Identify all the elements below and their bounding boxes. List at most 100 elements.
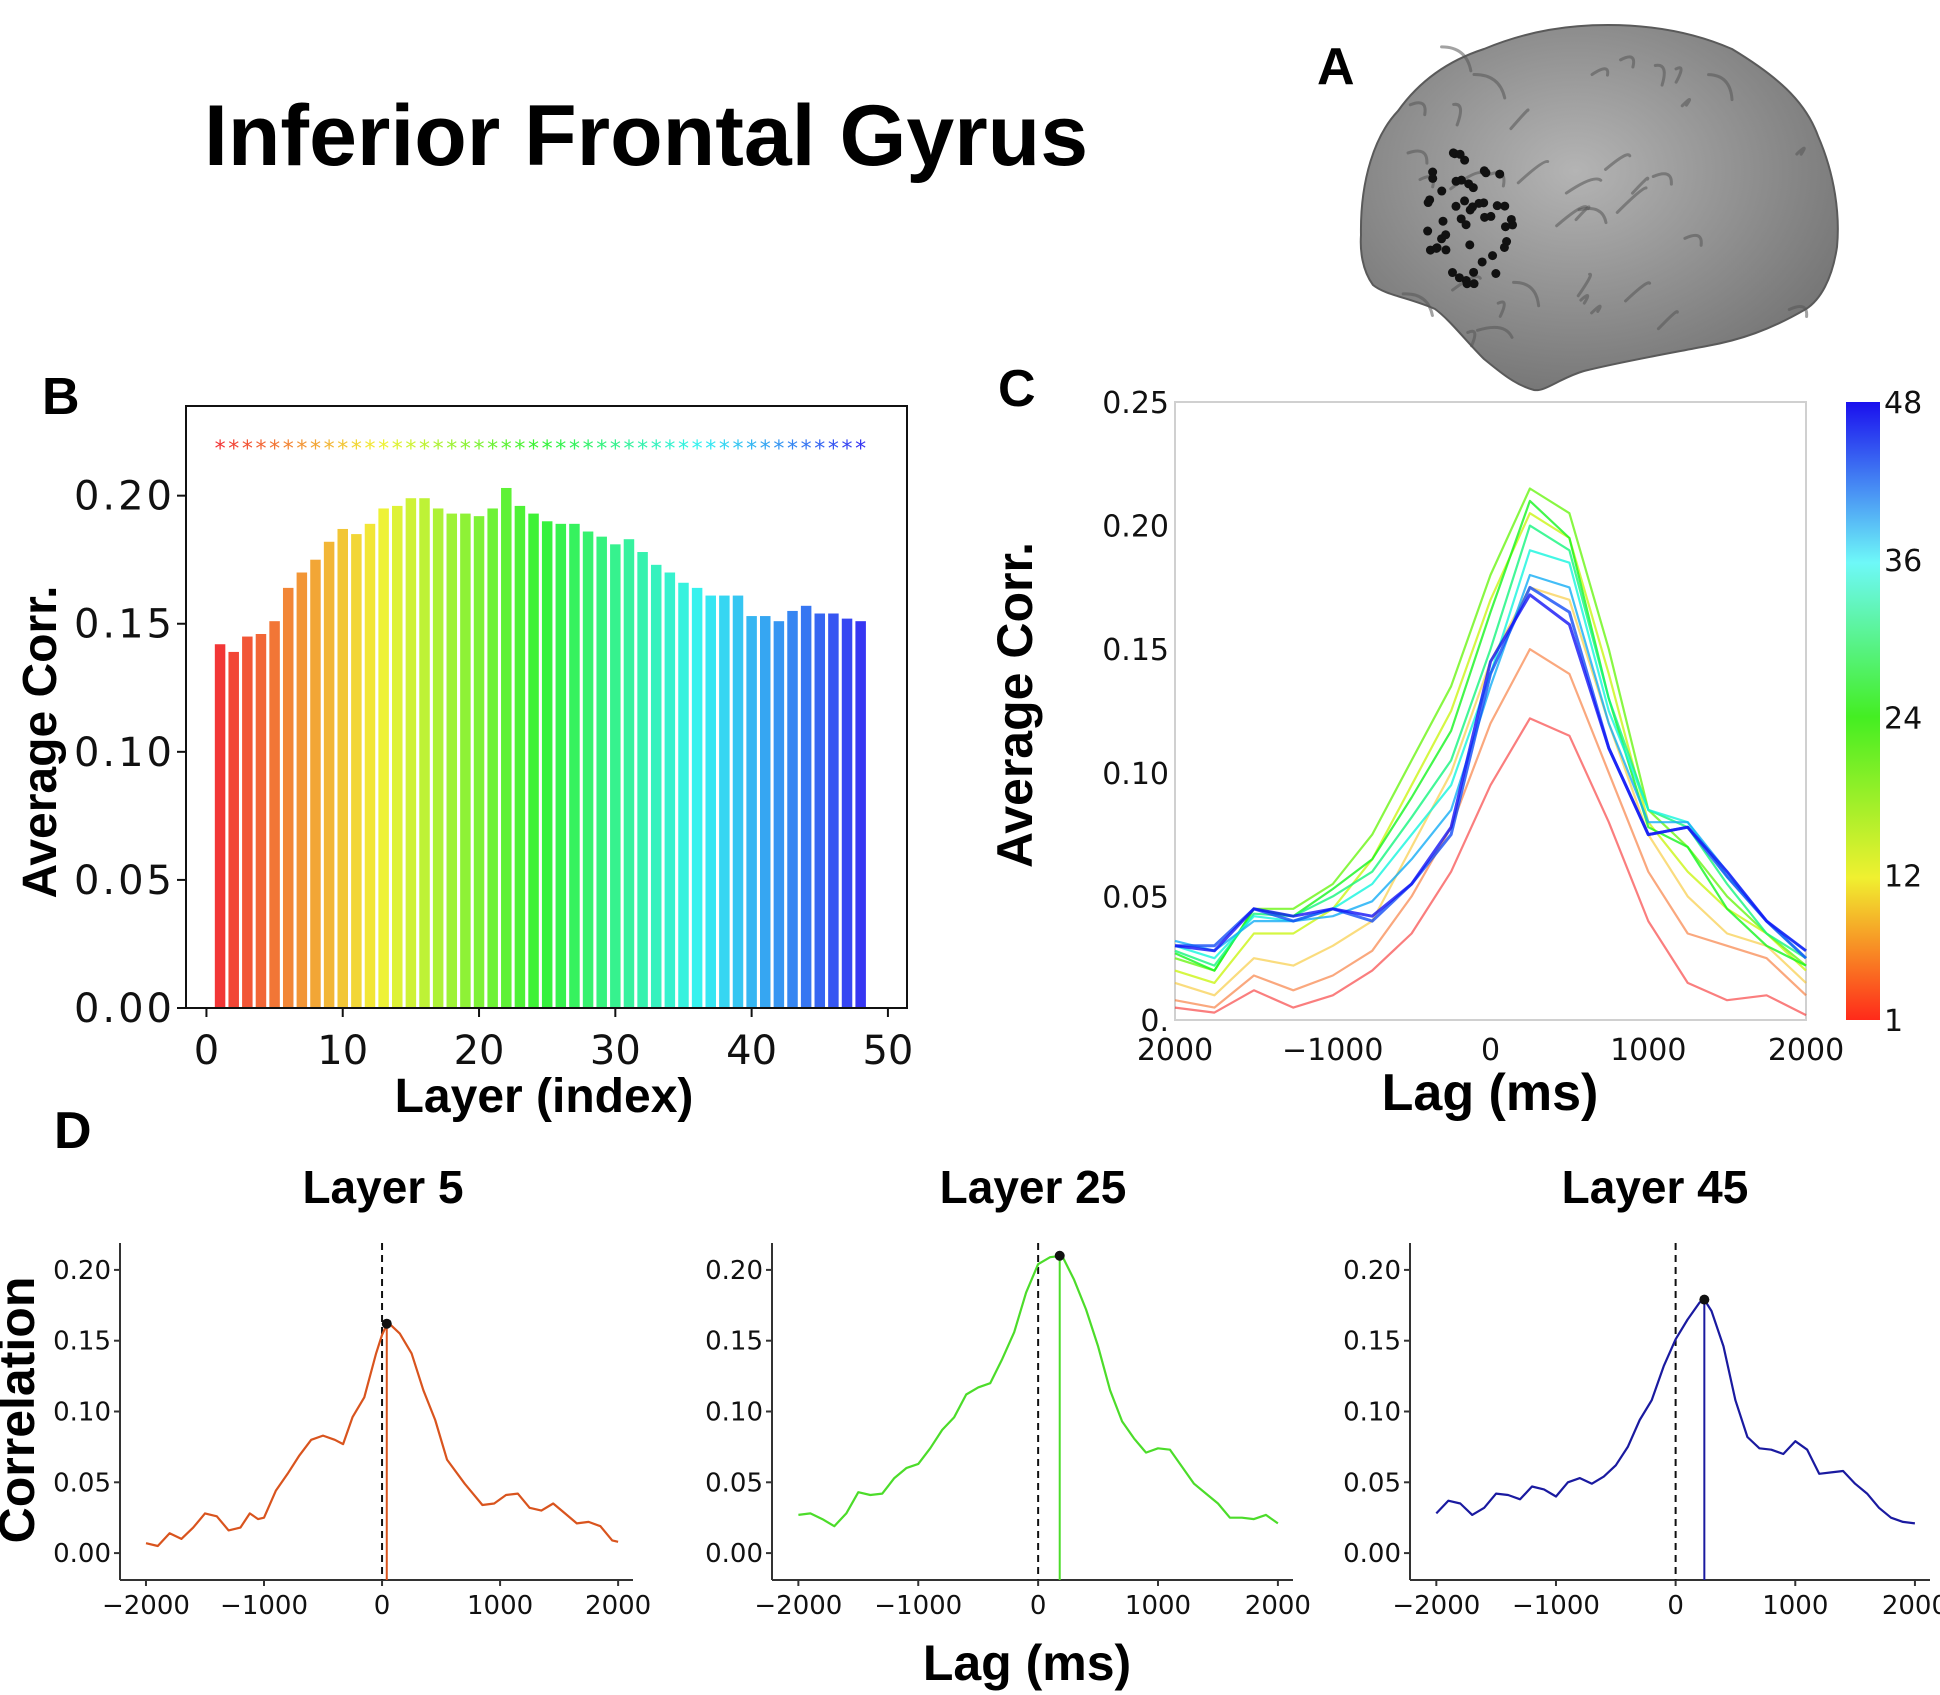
significance-star: * bbox=[732, 437, 743, 462]
brain-sulcus bbox=[1452, 102, 1463, 127]
significance-star: * bbox=[419, 437, 430, 462]
panel-d-xlabel: Lag (ms) bbox=[923, 1635, 1131, 1691]
electrode-dot bbox=[1432, 243, 1442, 253]
electrode-dot bbox=[1488, 251, 1498, 261]
y-tick-label: 0.05 bbox=[53, 1468, 111, 1498]
brain-sulcus bbox=[1787, 305, 1809, 319]
electrode-dot bbox=[1492, 201, 1502, 211]
significance-star: * bbox=[460, 437, 471, 462]
electrode-dot bbox=[1438, 216, 1448, 226]
brain-sulcus bbox=[1651, 172, 1673, 186]
x-tick-label: 50 bbox=[862, 1028, 913, 1074]
y-tick-label: 0. bbox=[1140, 1004, 1169, 1039]
bar-layer-46 bbox=[828, 613, 839, 1008]
brain-sulcus bbox=[1577, 207, 1608, 225]
brain-sulcus bbox=[1496, 300, 1506, 318]
x-tick-label: 2000 bbox=[1882, 1591, 1940, 1621]
panel-c-line-chart: 0. 0.05 0.10 0.15 0.20 0.25 2000 −1000 0 1000 2000… bbox=[987, 386, 1922, 1122]
panel-label-b: B bbox=[42, 368, 80, 426]
subplot-title: Layer 25 bbox=[940, 1161, 1127, 1213]
significance-star: * bbox=[324, 437, 335, 462]
series-line-layer-40 bbox=[1174, 573, 1807, 952]
panel-b-bar-chart: * * * * * * * * * * * * * * * * * * * * * * * * * * * * * * * * * * * * * * * *… bbox=[14, 405, 913, 1123]
bar-layer-29 bbox=[596, 536, 607, 1008]
x-tick-label: 0 bbox=[194, 1028, 219, 1074]
significance-star: * bbox=[637, 437, 648, 462]
x-tick-label: 10 bbox=[317, 1028, 368, 1074]
significance-star: * bbox=[855, 437, 866, 462]
y-tick-label: 0.00 bbox=[1343, 1539, 1401, 1569]
electrode-dot bbox=[1481, 168, 1491, 178]
correlation-line bbox=[1435, 1298, 1916, 1525]
series-line-layer-48 bbox=[1174, 593, 1807, 953]
significance-star: * bbox=[364, 437, 375, 462]
bar-layer-48 bbox=[855, 621, 866, 1008]
electrode-dot bbox=[1462, 279, 1472, 289]
brain-sulcus bbox=[1564, 177, 1603, 195]
significance-star: * bbox=[433, 437, 444, 462]
bar-layer-26 bbox=[555, 523, 567, 1008]
electrode-dot bbox=[1499, 242, 1509, 252]
y-tick-label: 0.00 bbox=[705, 1539, 763, 1569]
significance-star: * bbox=[801, 437, 812, 462]
y-tick-label: 0.20 bbox=[53, 1256, 111, 1286]
significance-star: * bbox=[337, 437, 348, 462]
bar-layer-47 bbox=[841, 618, 853, 1008]
significance-star: * bbox=[610, 437, 621, 462]
electrode-dot bbox=[1469, 267, 1479, 277]
electrode-dot bbox=[1423, 226, 1433, 236]
bar-layer-14 bbox=[392, 505, 403, 1008]
bar-layer-8 bbox=[310, 559, 321, 1008]
x-tick-label: 2000 bbox=[1245, 1591, 1311, 1621]
bar-layer-37 bbox=[705, 595, 716, 1008]
bar-layer-41 bbox=[760, 616, 771, 1008]
significance-star: * bbox=[405, 437, 416, 462]
x-tick-label: −1000 bbox=[874, 1591, 962, 1621]
y-tick-label: 0.10 bbox=[705, 1398, 763, 1428]
x-tick-label: 2000 bbox=[585, 1591, 651, 1621]
y-tick-label: 0.10 bbox=[1102, 757, 1169, 792]
brain-sulcus bbox=[1624, 281, 1652, 303]
electrode-dot bbox=[1465, 205, 1475, 215]
x-tick-label: 20 bbox=[454, 1028, 505, 1074]
y-axis-label: Average Corr. bbox=[987, 542, 1043, 868]
significance-star: * bbox=[569, 437, 580, 462]
panel-label-a: A bbox=[1317, 38, 1355, 96]
bar-layer-18 bbox=[446, 513, 458, 1008]
bar-layer-25 bbox=[541, 521, 553, 1008]
x-axis-label: Layer (index) bbox=[395, 1070, 694, 1123]
y-tick-label: 0.15 bbox=[74, 602, 172, 648]
x-axis-label: Lag (ms) bbox=[1382, 1064, 1599, 1122]
figure-title: Inferior Frontal Gyrus bbox=[204, 88, 1088, 184]
bar-layer-1 bbox=[214, 644, 226, 1008]
x-tick-label: −2000 bbox=[102, 1591, 190, 1621]
bar-layer-44 bbox=[800, 605, 812, 1008]
brain-surface-icon bbox=[1359, 23, 1839, 392]
x-tick-label: −1000 bbox=[1512, 1591, 1600, 1621]
bar-layer-10 bbox=[337, 528, 348, 1008]
colorbar-tick-label: 36 bbox=[1884, 544, 1922, 579]
y-tick-label: 0.15 bbox=[705, 1327, 763, 1357]
significance-star: * bbox=[228, 437, 239, 462]
brain-outline bbox=[1359, 23, 1839, 392]
y-tick-label: 0.00 bbox=[74, 986, 172, 1032]
significance-star: * bbox=[596, 437, 607, 462]
significance-star: * bbox=[528, 437, 539, 462]
electrode-dot bbox=[1447, 268, 1457, 278]
brain-sulcus bbox=[1401, 292, 1434, 318]
significance-star: * bbox=[746, 437, 757, 462]
bar-layer-15 bbox=[405, 498, 417, 1008]
brain-sulcus bbox=[1674, 66, 1683, 84]
bar-layer-40 bbox=[746, 616, 757, 1008]
y-axis-label: Average Corr. bbox=[14, 585, 67, 898]
bar-layer-36 bbox=[691, 587, 703, 1008]
series-line-layer-5 bbox=[1174, 648, 1807, 1009]
brain-sulcus bbox=[1509, 108, 1530, 131]
peak-marker bbox=[1699, 1294, 1710, 1305]
significance-star: * bbox=[446, 437, 457, 462]
electrode-dot bbox=[1474, 198, 1484, 208]
y-tick-label: 0.15 bbox=[53, 1327, 111, 1357]
colorbar-tick-label: 48 bbox=[1884, 386, 1922, 421]
bar-layer-3 bbox=[242, 636, 253, 1008]
